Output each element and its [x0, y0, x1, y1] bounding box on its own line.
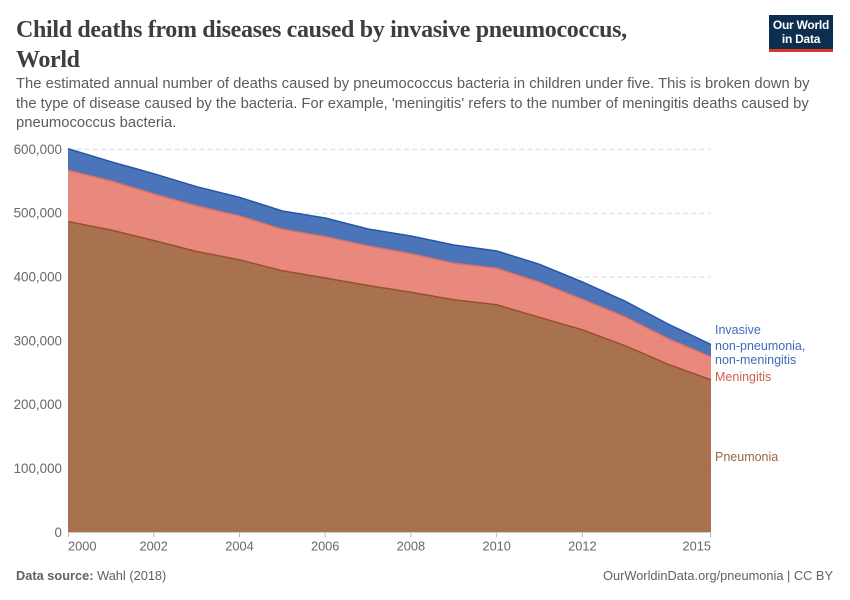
svg-text:400,000: 400,000	[14, 270, 62, 285]
svg-text:Pneumonia: Pneumonia	[715, 450, 778, 464]
svg-text:Meningitis: Meningitis	[715, 370, 771, 384]
svg-text:100,000: 100,000	[14, 461, 62, 476]
svg-text:2006: 2006	[311, 539, 339, 554]
svg-text:2000: 2000	[68, 539, 96, 554]
svg-text:non-pneumonia,: non-pneumonia,	[715, 339, 805, 353]
svg-text:2012: 2012	[568, 539, 596, 554]
svg-text:2010: 2010	[482, 539, 510, 554]
svg-text:Invasive: Invasive	[715, 323, 761, 337]
svg-text:0: 0	[55, 525, 62, 540]
svg-text:2004: 2004	[225, 539, 253, 554]
svg-text:500,000: 500,000	[14, 206, 62, 221]
svg-text:2015: 2015	[683, 539, 711, 554]
svg-text:300,000: 300,000	[14, 333, 62, 348]
svg-text:2002: 2002	[139, 539, 167, 554]
svg-text:600,000: 600,000	[14, 142, 62, 157]
svg-text:non-meningitis: non-meningitis	[715, 353, 796, 367]
svg-text:2008: 2008	[397, 539, 425, 554]
svg-text:200,000: 200,000	[14, 397, 62, 412]
